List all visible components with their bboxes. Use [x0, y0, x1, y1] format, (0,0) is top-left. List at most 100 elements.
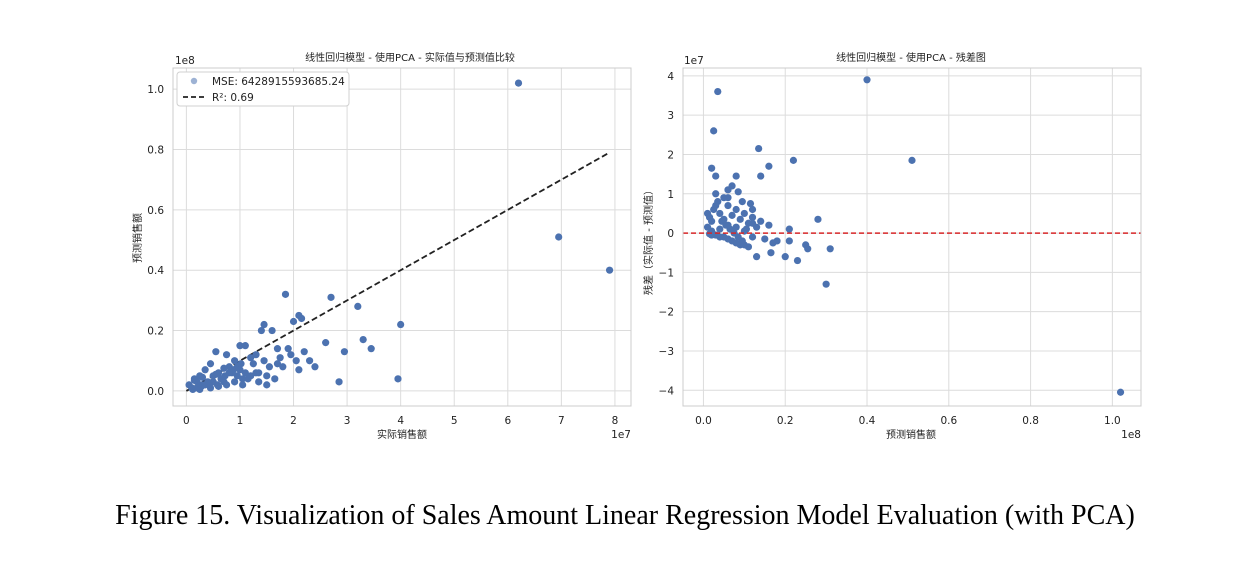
data-point: [327, 293, 335, 301]
data-point: [793, 256, 802, 265]
data-point: [710, 127, 718, 135]
data-point: [367, 345, 375, 353]
figure: 线性回归模型 - 使用PCA - 实际值与预测值比较 1e8 1e7 实际销售额…: [131, 51, 1142, 441]
data-point: [724, 201, 732, 210]
data-point: [757, 217, 765, 225]
data-point: [222, 381, 231, 389]
data-point: [263, 381, 271, 389]
y-tick-label: 1: [667, 189, 674, 201]
data-point: [712, 172, 720, 180]
data-point: [744, 219, 753, 227]
x-scale-label: 1e8: [1121, 429, 1141, 441]
x-tick-label: 0.2: [777, 415, 794, 427]
x-tick-label: 3: [344, 415, 351, 427]
x-tick-label: 2: [290, 415, 297, 427]
legend-marker-mse: [190, 77, 198, 85]
data-point: [281, 290, 290, 298]
data-point: [732, 205, 740, 214]
x-tick-label: 0.0: [695, 415, 712, 427]
data-point: [260, 357, 268, 365]
data-point: [708, 164, 716, 172]
legend-mse: MSE: 6428915593685.24: [212, 76, 345, 88]
x-scale-label: 1e7: [611, 429, 631, 441]
data-point: [748, 205, 757, 214]
x-tick-label: 8: [612, 415, 619, 427]
data-point: [214, 382, 223, 390]
x-tick-label: 4: [397, 415, 404, 427]
data-point: [335, 378, 343, 386]
data-point: [297, 314, 306, 323]
data-point: [908, 156, 916, 164]
data-point: [201, 366, 209, 374]
data-point: [728, 182, 736, 190]
data-point: [276, 354, 284, 362]
y-tick-label: −3: [659, 346, 674, 358]
x-tick-label: 0.4: [859, 415, 876, 427]
data-point: [239, 375, 247, 383]
data-point: [769, 239, 777, 247]
data-point: [732, 223, 740, 231]
data-point: [822, 280, 830, 288]
y-tick-label: 0: [667, 228, 674, 240]
chart-title: 线性回归模型 - 使用PCA - 残差图: [836, 51, 986, 64]
data-point: [289, 317, 298, 326]
data-point: [720, 215, 728, 223]
data-point: [397, 320, 405, 329]
data-point: [273, 345, 282, 353]
y-tick-label: 4: [667, 71, 674, 83]
data-point: [236, 342, 244, 350]
data-point: [241, 342, 249, 350]
data-point: [279, 363, 287, 371]
y-scale-label: 1e8: [175, 55, 195, 67]
data-point: [247, 354, 255, 362]
data-point: [514, 79, 523, 87]
data-point: [804, 245, 812, 253]
data-point: [265, 363, 274, 371]
data-point: [748, 213, 757, 221]
data-point: [340, 348, 349, 356]
data-point: [814, 215, 822, 223]
data-point: [785, 237, 793, 245]
data-point: [738, 198, 746, 206]
data-point: [284, 345, 292, 353]
data-point: [761, 235, 769, 243]
legend: MSE: 6428915593685.24 R²: 0.69: [176, 71, 350, 107]
legend-r2: R²: 0.69: [212, 92, 254, 104]
chart-title: 线性回归模型 - 使用PCA - 实际值与预测值比较: [305, 51, 515, 64]
data-point: [394, 375, 402, 383]
data-point: [703, 209, 712, 218]
data-point: [1116, 388, 1125, 396]
y-tick-label: 0.6: [147, 205, 164, 217]
x-tick-label: 1: [237, 415, 244, 427]
data-point: [241, 369, 249, 377]
data-point: [716, 233, 724, 241]
actual-vs-predicted-chart: 线性回归模型 - 使用PCA - 实际值与预测值比较 1e8 1e7 实际销售额…: [131, 51, 632, 441]
data-point: [734, 188, 742, 196]
data-point: [765, 221, 773, 229]
data-point: [724, 235, 732, 243]
data-point: [257, 326, 265, 335]
data-point: [255, 378, 263, 386]
y-tick-label: 0.0: [147, 386, 164, 398]
data-point: [222, 351, 231, 359]
data-point: [555, 233, 563, 241]
data-point: [212, 348, 220, 356]
data-point: [273, 360, 282, 368]
data-point: [231, 378, 239, 386]
data-point: [239, 381, 247, 389]
data-point: [767, 249, 775, 257]
data-point: [292, 357, 300, 365]
data-point: [305, 357, 314, 365]
tick-labels: 0 1 2 3 4 5 6 7 8 0.0 0.2 0.4 0.6 0.8 1.0: [147, 84, 618, 427]
scatter-points: [703, 76, 1125, 396]
plot-frame: [172, 67, 632, 407]
data-point: [753, 223, 761, 231]
data-point: [322, 339, 330, 347]
data-point: [247, 372, 255, 380]
data-point: [263, 372, 271, 380]
data-point: [233, 372, 241, 380]
data-point: [295, 366, 303, 374]
data-point: [268, 326, 276, 335]
data-point: [863, 76, 871, 84]
data-point: [753, 253, 761, 261]
